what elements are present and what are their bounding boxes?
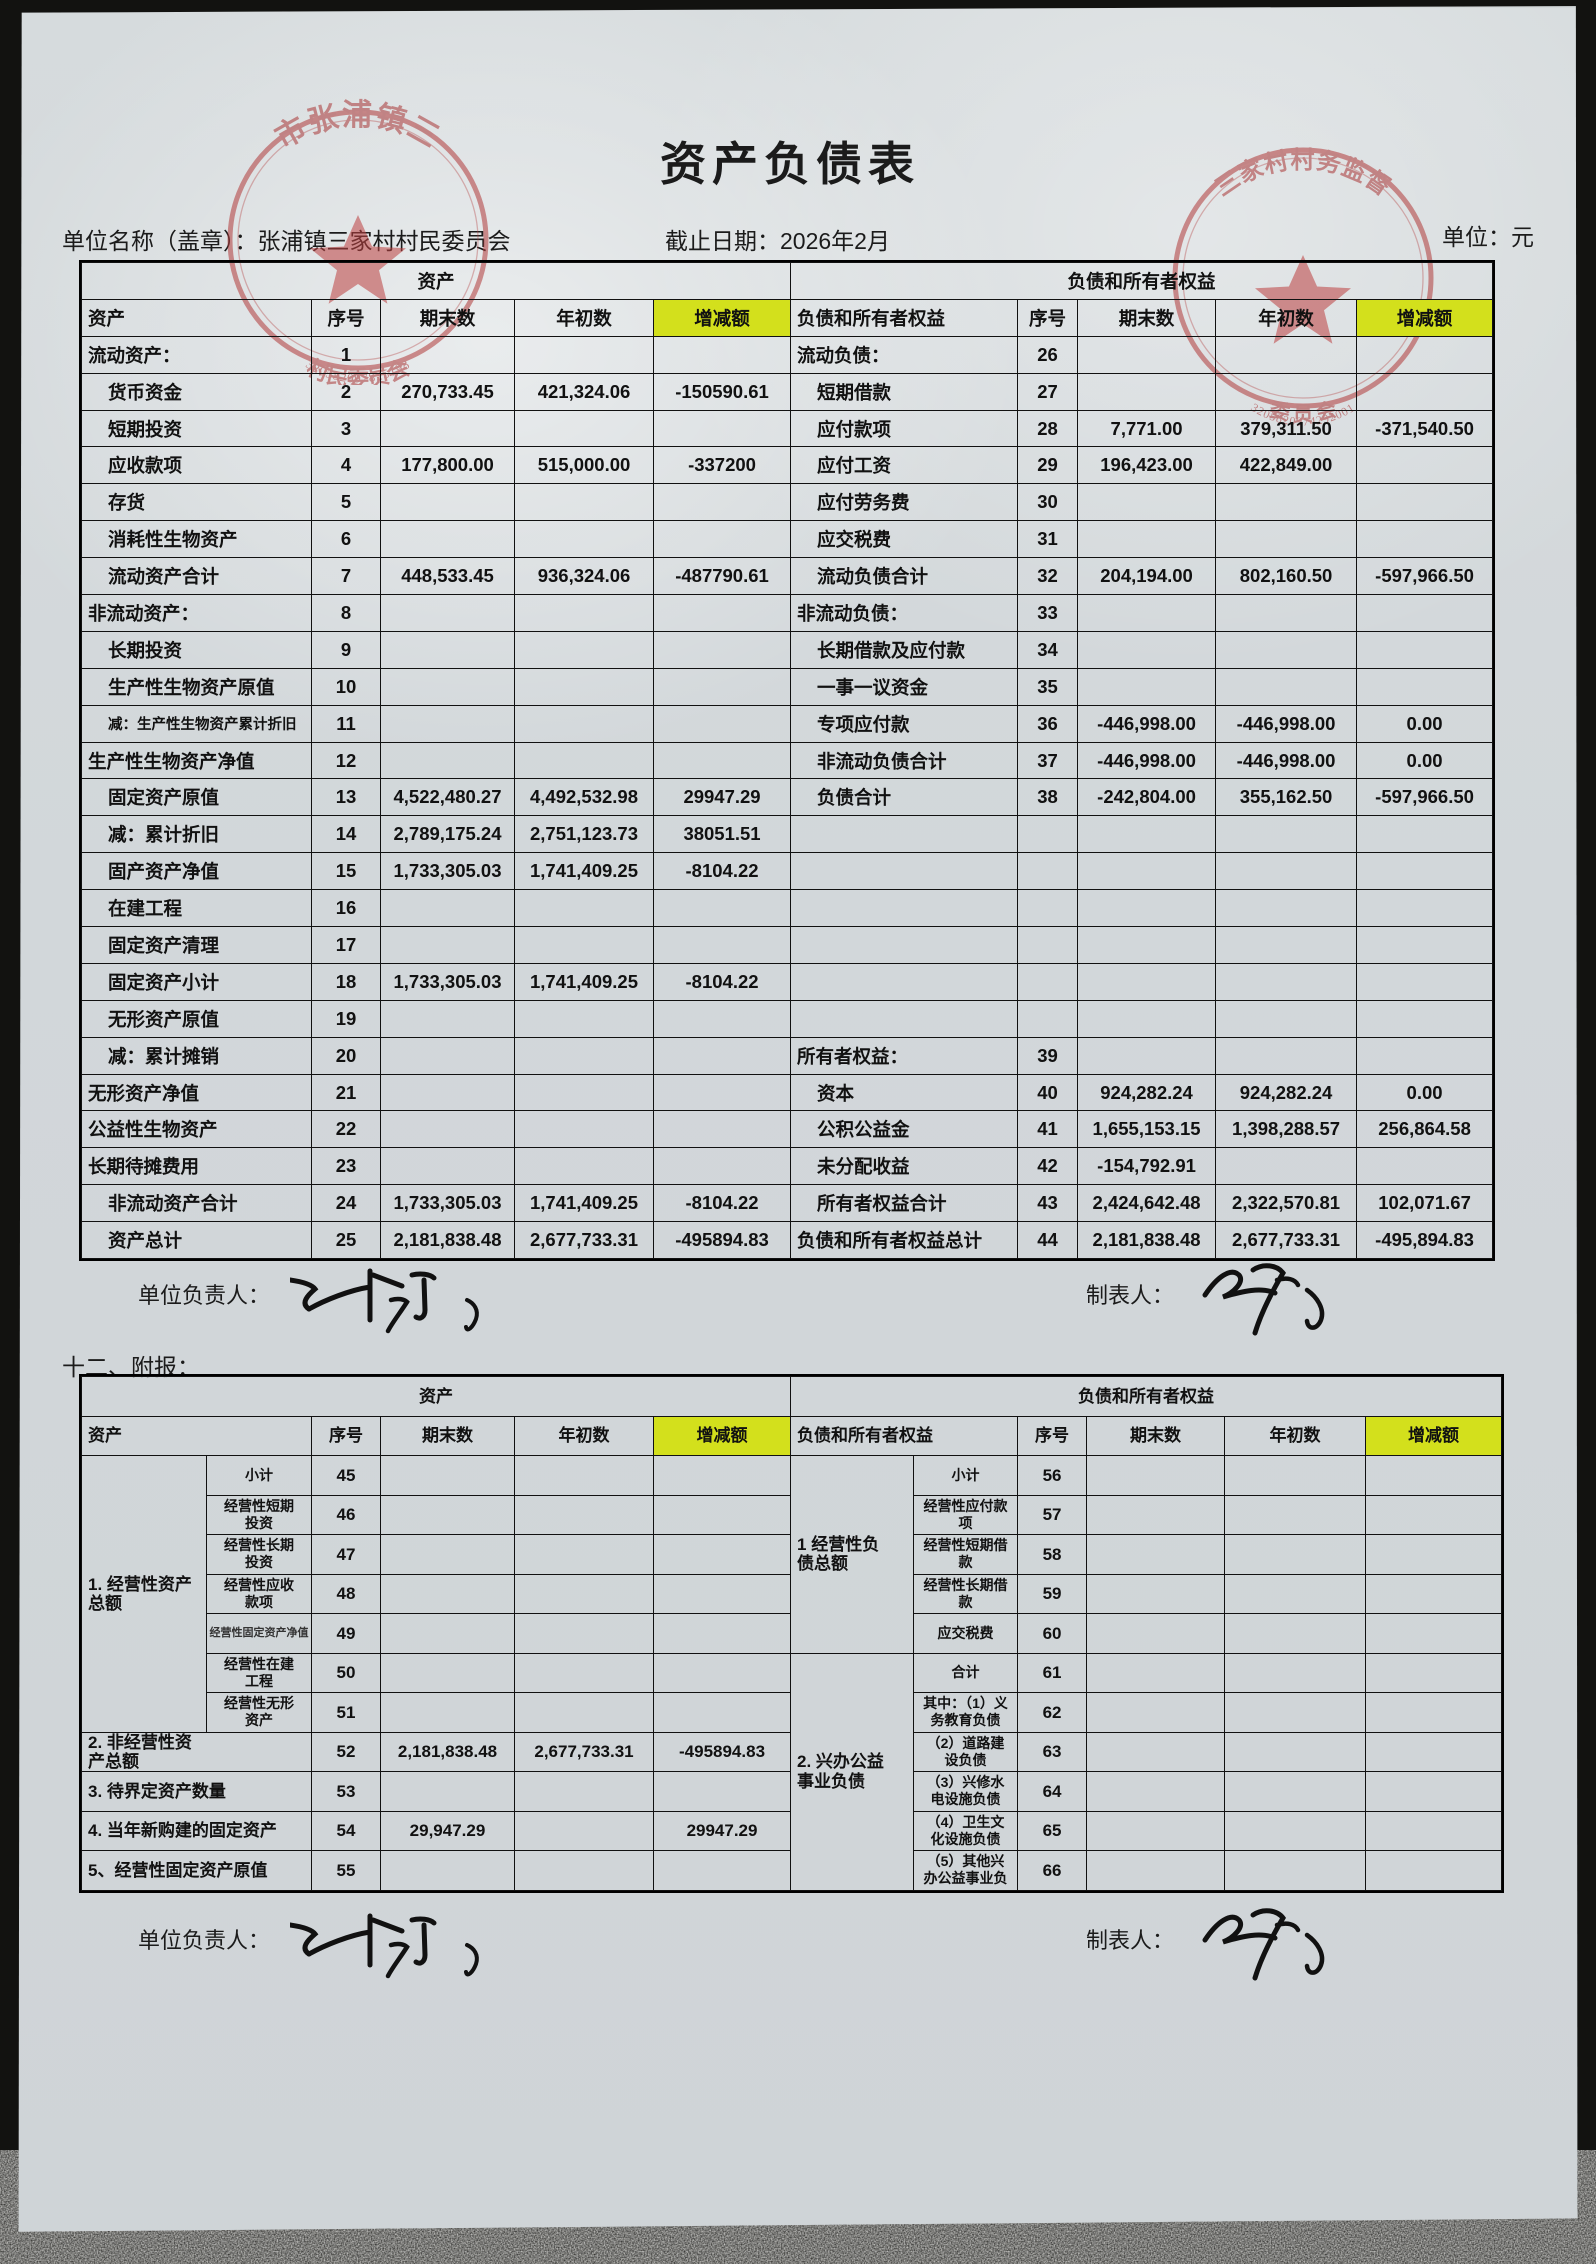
svg-text:市张浦镇三: 市张浦镇三 [270, 99, 446, 155]
svg-text:三家村村务监督: 三家村村务监督 [1211, 146, 1396, 201]
